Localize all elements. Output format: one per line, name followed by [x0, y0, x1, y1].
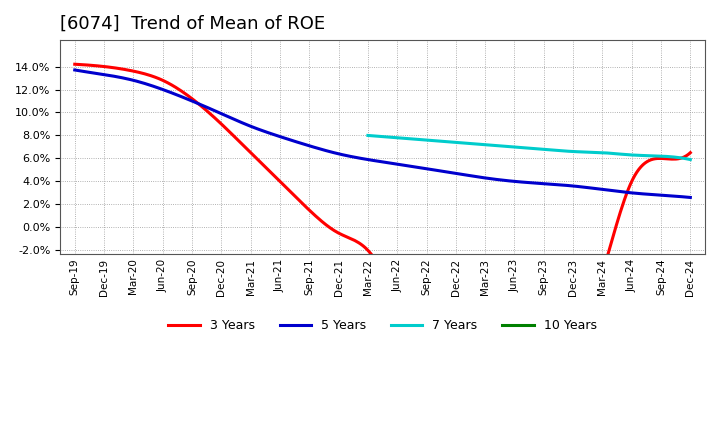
3 Years: [71, 62, 79, 67]
Line: 5 Years: 5 Years: [75, 70, 690, 198]
Line: 7 Years: 7 Years: [368, 136, 690, 160]
5 Years: [447, 170, 456, 175]
7 Years: [364, 133, 372, 138]
5 Years: [629, 191, 637, 196]
5 Years: [686, 195, 695, 200]
3 Years: [686, 150, 695, 155]
3 Years: [591, 292, 600, 297]
Line: 3 Years: 3 Years: [75, 64, 690, 420]
7 Years: [554, 148, 563, 153]
7 Years: [561, 148, 570, 154]
7 Years: [556, 148, 564, 153]
3 Years: [437, 363, 446, 369]
3 Years: [447, 379, 456, 385]
Legend: 3 Years, 5 Years, 7 Years, 10 Years: 3 Years, 5 Years, 7 Years, 10 Years: [163, 314, 602, 337]
7 Years: [656, 154, 665, 159]
3 Years: [631, 173, 639, 178]
5 Years: [437, 169, 446, 174]
7 Years: [364, 133, 373, 138]
3 Years: [435, 360, 444, 365]
3 Years: [73, 62, 81, 67]
Text: [6074]  Trend of Mean of ROE: [6074] Trend of Mean of ROE: [60, 15, 325, 33]
5 Years: [435, 168, 444, 173]
7 Years: [686, 157, 695, 162]
5 Years: [71, 67, 79, 73]
5 Years: [73, 68, 81, 73]
3 Years: [495, 417, 503, 422]
7 Years: [635, 153, 644, 158]
5 Years: [589, 186, 598, 191]
